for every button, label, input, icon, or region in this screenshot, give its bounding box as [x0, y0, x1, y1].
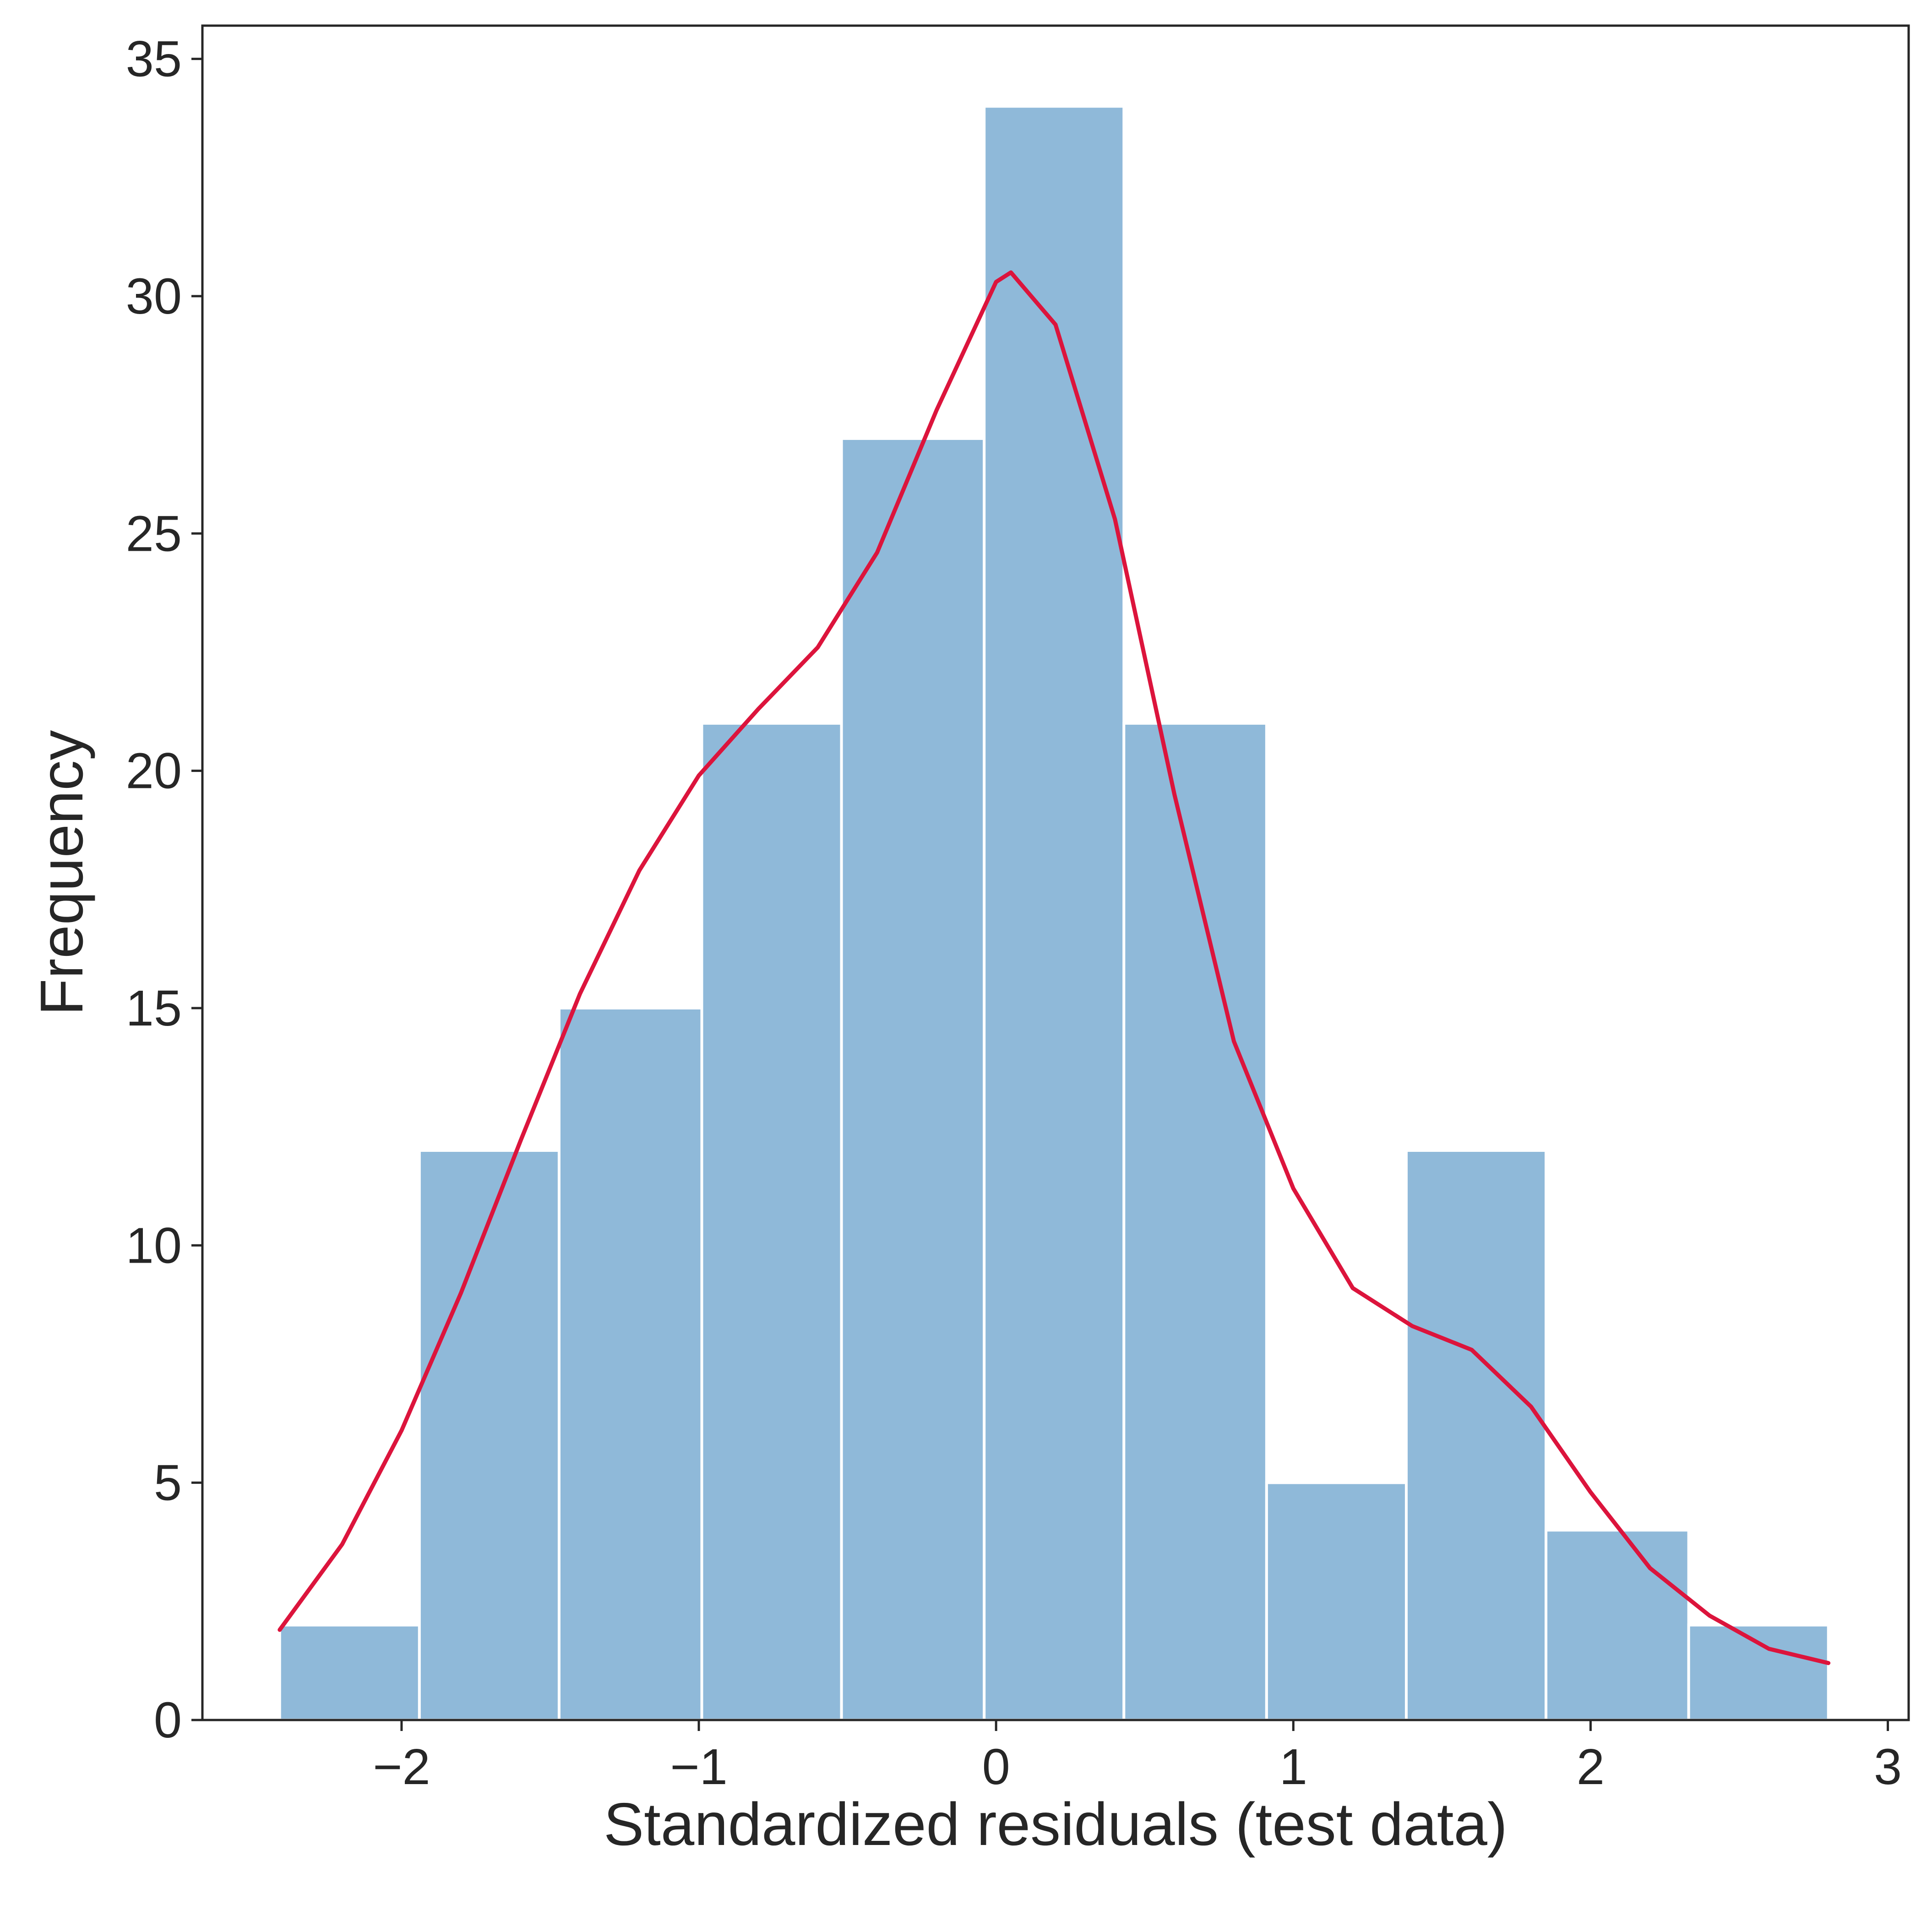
x-tick-label: 1 — [1279, 1739, 1307, 1795]
y-tick-label: 35 — [126, 31, 182, 87]
x-tick-label: 2 — [1577, 1739, 1605, 1795]
kde-curve — [278, 270, 1831, 1666]
y-tick-label: 25 — [126, 505, 182, 562]
y-tick-label: 5 — [154, 1455, 182, 1511]
histogram-bar-2 — [418, 1149, 561, 1721]
x-axis-ticks: −2 −1 0 1 2 3 — [373, 1720, 1902, 1795]
y-tick-label: 15 — [126, 980, 182, 1036]
x-axis-label: Standardized residuals (test data) — [604, 1791, 1508, 1858]
histogram-bars — [278, 105, 1830, 1722]
histogram-bar-6 — [983, 105, 1126, 1722]
histogram-bar-11 — [1687, 1623, 1830, 1722]
histogram-bar-5 — [840, 437, 986, 1722]
histogram-bar-4 — [700, 722, 843, 1721]
y-tick-label: 20 — [126, 743, 182, 799]
x-tick-label: 0 — [982, 1739, 1010, 1795]
y-axis-ticks: 0 5 10 15 20 25 30 35 — [126, 31, 202, 1748]
y-tick-label: 0 — [154, 1692, 182, 1748]
histogram-bar-1 — [278, 1623, 421, 1722]
x-tick-label: 3 — [1874, 1739, 1902, 1795]
x-tick-label: −2 — [373, 1739, 430, 1795]
plot-frame — [201, 24, 1910, 1721]
histogram-bar-3 — [557, 1006, 703, 1721]
x-tick-label: −1 — [670, 1739, 727, 1795]
histogram-bar-8 — [1265, 1481, 1408, 1721]
y-axis-label: Frequency — [28, 730, 95, 1016]
y-tick-label: 10 — [126, 1217, 182, 1274]
y-tick-label: 30 — [126, 268, 182, 325]
histogram-bar-10 — [1545, 1529, 1690, 1721]
histogram-bar-9 — [1404, 1149, 1548, 1721]
